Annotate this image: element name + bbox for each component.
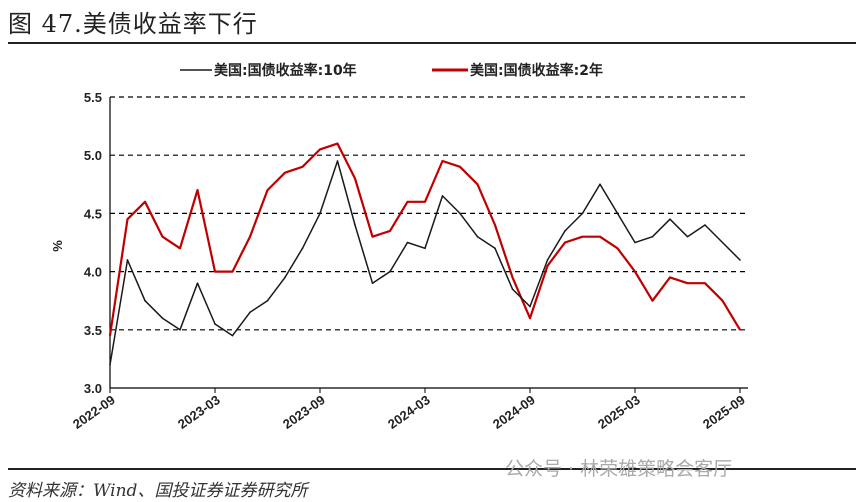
data-point	[161, 317, 164, 319]
data-point	[634, 241, 636, 244]
data-point	[616, 247, 619, 250]
data-point	[214, 323, 216, 325]
source-rule	[8, 468, 856, 470]
title-rule	[8, 42, 856, 44]
data-point	[721, 299, 724, 302]
data-point	[336, 142, 339, 145]
data-point	[109, 334, 111, 337]
data-point	[546, 259, 549, 261]
data-point	[546, 264, 549, 267]
data-point	[406, 241, 409, 244]
data-point	[336, 160, 339, 162]
source-note: 资料来源：Wind、国投证券证券研究所	[8, 481, 308, 501]
data-point	[266, 299, 269, 302]
data-point	[669, 276, 671, 279]
data-point	[144, 200, 146, 203]
y-tick-label: 3.5	[84, 323, 102, 338]
data-point	[231, 334, 234, 337]
data-point	[686, 235, 689, 238]
y-axis-label: %	[50, 240, 65, 252]
data-point	[389, 270, 391, 273]
data-point	[161, 235, 164, 238]
data-point	[406, 200, 409, 203]
data-point	[284, 276, 286, 279]
data-point	[196, 189, 199, 191]
data-point	[739, 259, 741, 261]
x-tick-label: 2023-03	[175, 392, 223, 432]
data-point	[494, 247, 496, 250]
data-point	[529, 317, 531, 319]
data-point	[179, 247, 181, 250]
data-point	[686, 282, 689, 285]
y-tick-label: 5.0	[84, 148, 102, 163]
watermark: 公众号 · 林荣雄策略会客厅	[505, 458, 733, 480]
data-point	[301, 247, 304, 250]
data-point	[599, 183, 601, 186]
data-point	[249, 311, 251, 314]
data-point	[581, 212, 584, 215]
data-point	[371, 282, 374, 285]
data-point	[266, 189, 269, 191]
figure-title: 图 47.美债收益率下行	[8, 10, 258, 38]
data-point	[284, 171, 286, 174]
data-point	[144, 299, 146, 302]
data-point	[441, 160, 444, 162]
data-point	[459, 212, 461, 215]
y-tick-label: 4.0	[84, 265, 102, 280]
data-point	[319, 212, 321, 215]
data-point	[511, 288, 514, 290]
data-point	[651, 235, 654, 238]
data-point	[179, 329, 181, 331]
data-point	[564, 230, 566, 232]
x-tick-label: 2023-09	[280, 392, 328, 432]
data-point	[196, 282, 199, 285]
data-point	[354, 224, 356, 226]
data-point	[301, 166, 304, 168]
legend-label-10y: 美国:国债收益率:10年	[214, 62, 357, 79]
data-point	[249, 235, 251, 238]
data-point	[389, 230, 391, 232]
data-point	[319, 148, 321, 151]
data-point	[231, 270, 234, 273]
data-point	[616, 212, 619, 215]
x-tick-label: 2025-03	[595, 392, 643, 432]
data-point	[494, 224, 496, 226]
data-point	[634, 270, 636, 273]
data-point	[651, 299, 654, 302]
data-point	[564, 241, 566, 244]
data-point	[424, 247, 426, 250]
data-point	[476, 183, 479, 186]
y-tick-label: 4.5	[84, 206, 102, 221]
data-point	[721, 241, 724, 244]
legend-label-2y: 美国:国债收益率:2年	[470, 62, 603, 79]
x-tick-label: 2022-09	[70, 392, 118, 432]
series-line-10y	[109, 160, 741, 365]
y-tick-label: 3.0	[84, 381, 102, 396]
data-point	[214, 270, 216, 273]
data-point	[441, 195, 444, 197]
data-point	[669, 218, 671, 221]
x-tick-label: 2025-09	[700, 392, 748, 432]
data-point	[371, 235, 374, 238]
data-point	[109, 363, 111, 366]
y-tick-label: 5.5	[84, 90, 102, 105]
data-point	[126, 218, 129, 221]
data-point	[459, 166, 461, 168]
data-point	[354, 177, 356, 180]
data-point	[704, 224, 706, 226]
data-point	[739, 329, 741, 331]
data-point	[511, 276, 514, 279]
data-point	[704, 282, 706, 285]
data-point	[581, 235, 584, 238]
x-tick-label: 2024-03	[385, 392, 433, 432]
data-point	[126, 259, 129, 261]
data-point	[424, 200, 426, 203]
x-tick-label: 2024-09	[490, 392, 538, 432]
data-point	[599, 235, 601, 238]
data-point	[476, 235, 479, 238]
data-point	[529, 305, 531, 308]
